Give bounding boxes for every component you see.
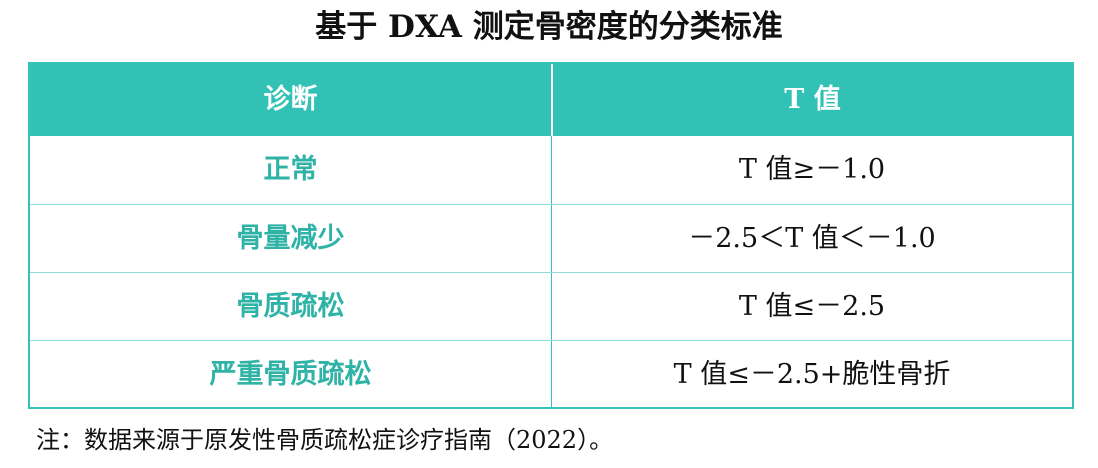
- t-value-cell: T 值≤－2.5+脆性骨折: [673, 359, 951, 390]
- table-row: 骨质疏松 T 值≤－2.5: [30, 272, 1072, 341]
- t-value-cell: T 值≥－1.0: [738, 154, 886, 185]
- diagnosis-cell: 严重骨质疏松: [209, 359, 372, 390]
- source-note: 注：数据来源于原发性骨质疏松症诊疗指南（2022）。: [36, 426, 614, 454]
- header-diagnosis: 诊断: [263, 84, 318, 115]
- table-row: 骨量减少 －2.5＜T 值＜－1.0: [30, 204, 1072, 273]
- diagnosis-cell: 正常: [263, 154, 318, 185]
- header-divider: [551, 64, 553, 136]
- header-t-value: T 值: [784, 84, 841, 115]
- diagnosis-cell: 骨量减少: [236, 223, 345, 254]
- diagnosis-cell: 骨质疏松: [236, 291, 345, 322]
- table-row: 正常 T 值≥－1.0: [30, 136, 1072, 204]
- t-value-cell: －2.5＜T 值＜－1.0: [688, 223, 936, 254]
- t-value-cell: T 值≤－2.5: [738, 291, 886, 322]
- table-title: 基于 DXA 测定骨密度的分类标准: [315, 9, 783, 45]
- table-row: 严重骨质疏松 T 值≤－2.5+脆性骨折: [30, 340, 1072, 408]
- classification-table: 诊断 T 值 正常 T 值≥－1.0 骨量减少 －2.5＜T 值＜－1.0 骨质…: [28, 62, 1074, 409]
- column-divider: [551, 136, 552, 407]
- table-header-row: 诊断 T 值: [30, 64, 1072, 136]
